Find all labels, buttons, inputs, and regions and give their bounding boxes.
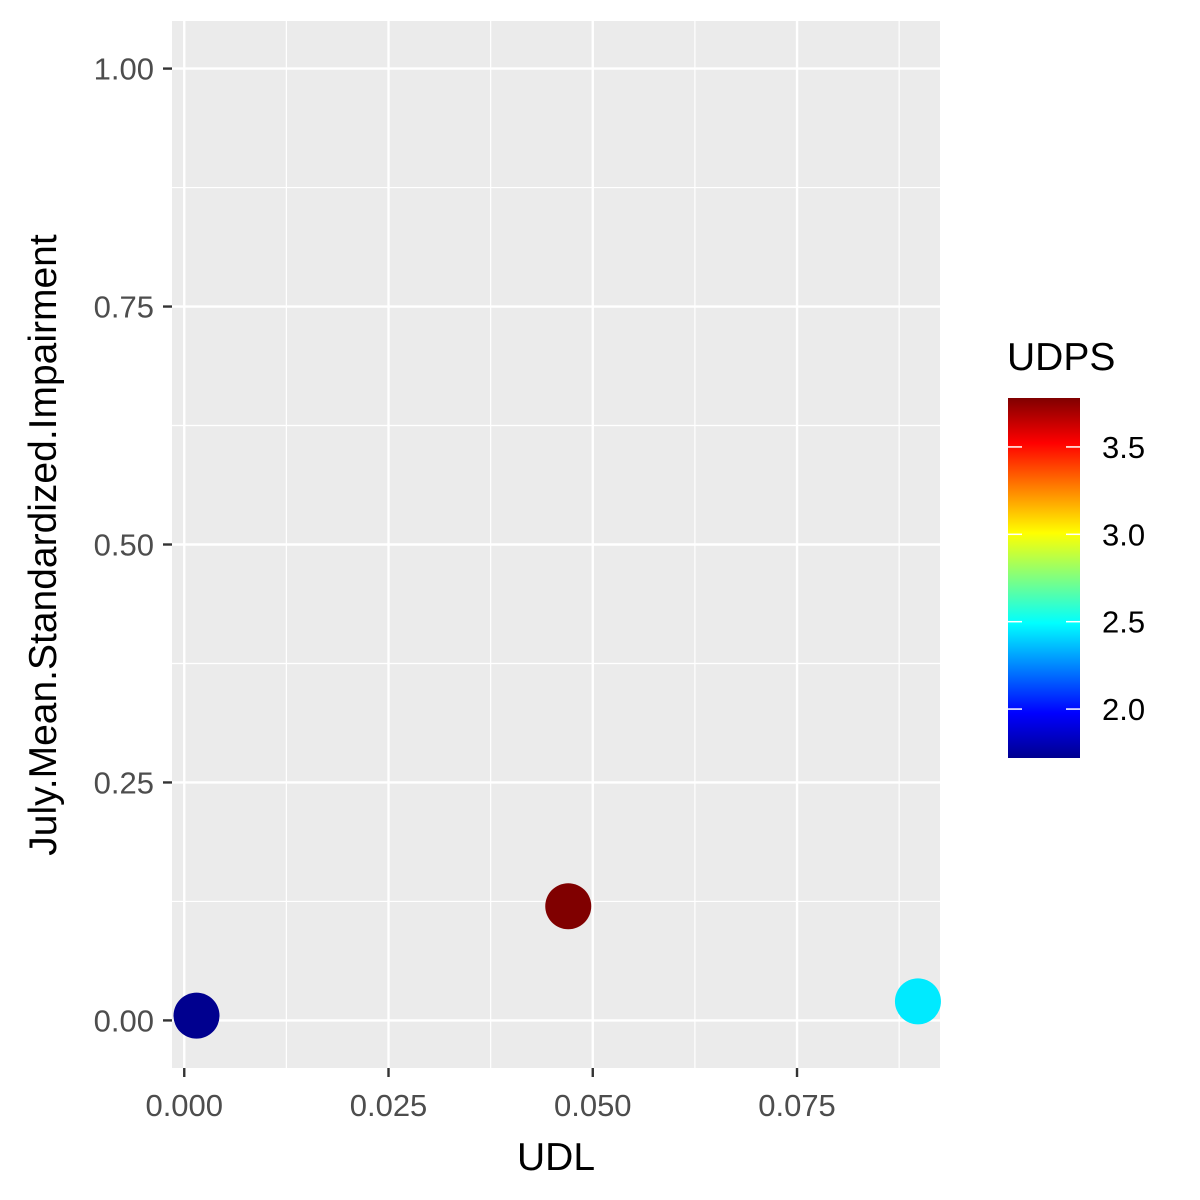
legend-tick-label: 2.5 xyxy=(1102,605,1145,640)
grid-major xyxy=(172,21,940,1068)
legend-tick-label: 2.0 xyxy=(1102,692,1145,727)
data-point xyxy=(545,883,592,930)
legend-ticks: 2.0 2.5 3.0 3.5 xyxy=(1008,430,1145,727)
data-point xyxy=(173,992,220,1039)
y-tick-label: 0.50 xyxy=(94,528,154,563)
y-axis: 0.00 0.25 0.50 0.75 1.00 xyxy=(94,52,172,1038)
data-points xyxy=(173,883,941,1039)
legend-colorbar xyxy=(1008,398,1080,758)
y-axis-title: July.Mean.Standardized.Impairment xyxy=(22,234,65,856)
x-tick-label: 0.000 xyxy=(145,1088,223,1123)
y-tick-label: 1.00 xyxy=(94,52,154,87)
legend-tick-label: 3.0 xyxy=(1102,517,1145,552)
legend-title: UDPS xyxy=(1007,336,1115,379)
x-tick-label: 0.075 xyxy=(758,1088,836,1123)
color-legend: UDPS 2.0 2.5 3.0 3.5 xyxy=(1007,336,1145,758)
x-tick-label: 0.050 xyxy=(554,1088,632,1123)
legend-tick-label: 3.5 xyxy=(1102,430,1145,465)
data-point xyxy=(894,978,941,1025)
x-tick-label: 0.025 xyxy=(350,1088,428,1123)
y-tick-label: 0.00 xyxy=(94,1003,154,1038)
y-tick-label: 0.25 xyxy=(94,765,154,800)
x-axis: 0.000 0.025 0.050 0.075 xyxy=(145,1068,836,1123)
y-tick-label: 0.75 xyxy=(94,290,154,325)
x-axis-title: UDL xyxy=(517,1136,595,1179)
